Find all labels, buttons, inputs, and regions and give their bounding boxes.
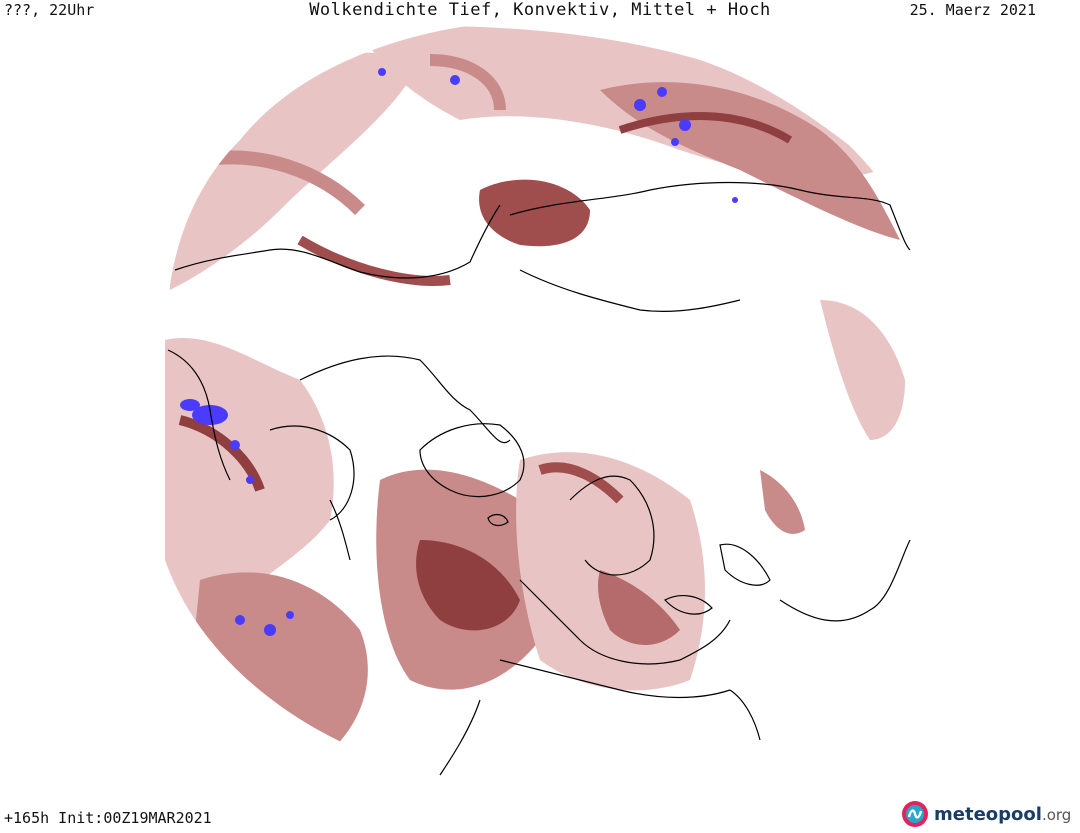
forecast-run-info: +165h Init:00Z19MAR2021 (4, 809, 212, 827)
cloud-area-siberia-band (600, 82, 900, 240)
coastline-alaska (174, 204, 501, 279)
cloud-area-bering (479, 179, 590, 247)
coastline-asia-south (779, 539, 911, 622)
coastline-hudson (269, 425, 355, 521)
meteopool-logo-text: meteopool.org (934, 803, 1072, 825)
coastline-scandinavia (569, 475, 655, 576)
forecast-date: 25. Maerz 2021 (909, 1, 1036, 19)
coastline-caspian (719, 543, 771, 586)
coastline-siberia (509, 181, 911, 251)
cloud-area-asia-south (760, 470, 805, 534)
cloud-streak-2 (297, 235, 451, 286)
coastline-red-sea (729, 689, 761, 741)
coastline-north-america-east (329, 499, 351, 561)
map-title: Wolkendichte Tief, Konvektiv, Mittel + H… (309, 0, 771, 20)
cloud-area-pacific-south (190, 572, 368, 760)
cloud-area-europe-dark (598, 570, 680, 645)
meteopool-logo[interactable]: meteopool.org (900, 798, 1071, 830)
cloud-area-atlantic-core (416, 540, 520, 631)
meteopool-logo-icon (902, 801, 928, 827)
coastline-arctic-asia (519, 269, 741, 312)
coastline-black-sea (664, 594, 713, 615)
coastline-north-america-west (167, 349, 231, 481)
cloud-area-asia-east (820, 300, 905, 440)
coastline-mediterranean (499, 659, 731, 699)
coastline-europe (519, 579, 731, 665)
coastline-africa (439, 699, 481, 776)
cloud-layer (165, 26, 905, 760)
coastline-iceland (487, 513, 509, 527)
cloud-streak-6 (538, 462, 624, 504)
coastline-greenland (419, 423, 525, 498)
cloud-streak-5 (429, 54, 506, 111)
convective-cells (180, 68, 738, 636)
cloud-streak-3 (618, 112, 793, 144)
forecast-hour-label: ???, 22Uhr (4, 1, 95, 19)
coastlines (167, 181, 911, 776)
coastline-canada-islands (299, 355, 511, 444)
